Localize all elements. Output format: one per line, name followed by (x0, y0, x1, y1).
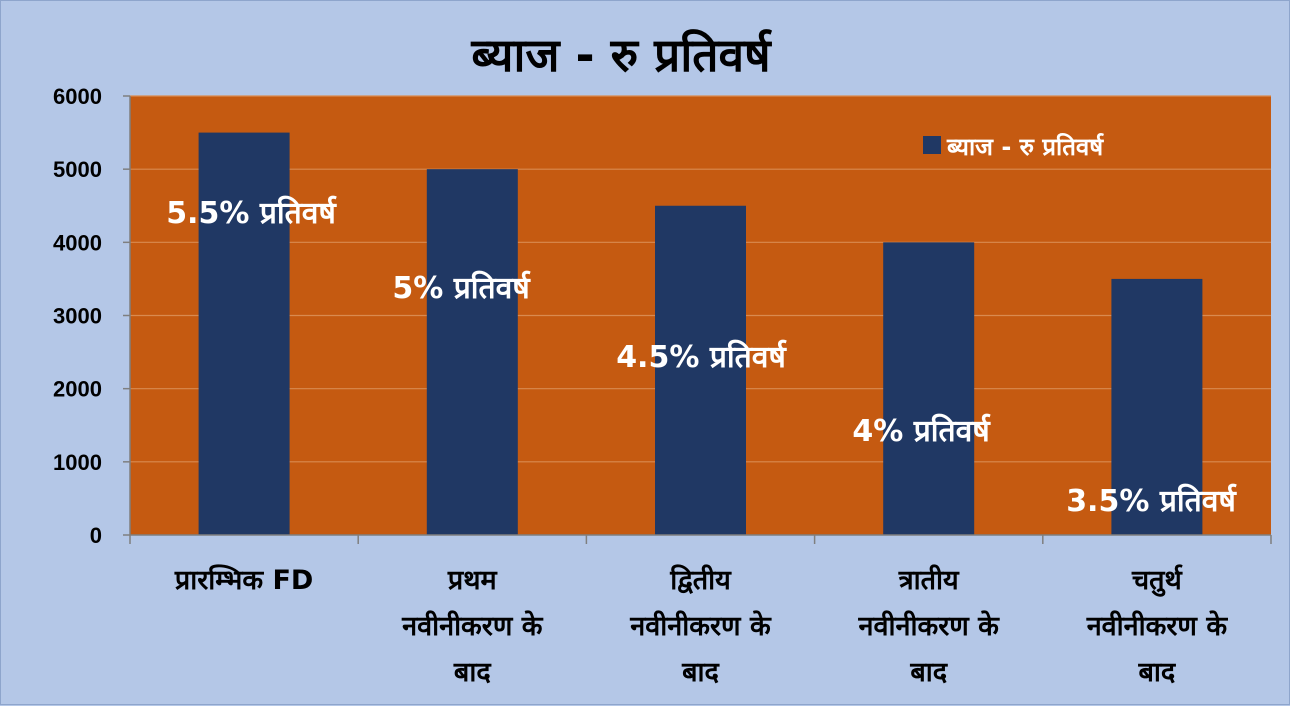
data-label: 5.5% प्रतिवर्ष (166, 195, 337, 231)
x-tick-label: द्वितीय नवीनीकरण के बाद (629, 564, 772, 688)
y-tick-label: 0 (90, 523, 102, 548)
y-tick-label: 2000 (53, 377, 102, 402)
axes (129, 96, 1272, 544)
legend-swatch (923, 136, 941, 154)
x-tick-label: त्रातीय नवीनीकरण के बाद (857, 564, 1000, 688)
y-tick-label: 3000 (53, 304, 102, 329)
data-label: 5% प्रतिवर्ष (392, 270, 531, 306)
y-tick-label: 6000 (53, 84, 102, 109)
bar (655, 205, 746, 535)
data-label: 4.5% प्रतिवर्ष (616, 339, 787, 375)
bar (426, 169, 518, 535)
bars (198, 132, 1203, 536)
x-tick-label: प्रारम्भिक FD (174, 564, 313, 596)
chart-title: ब्याज - रु प्रतिवर्ष (470, 28, 772, 82)
x-axis-tick-labels: प्रारम्भिक FD प्रथम नवीनीकरण के बाद द्वितीय न… (174, 564, 1228, 688)
x-tick-label: प्रथम नवीनीकरण के बाद (401, 565, 544, 688)
legend: ब्याज - रु प्रतिवर्ष (923, 133, 1104, 161)
x-tick-label: चतुर्थ नवीनीकरण के बाद (1086, 564, 1229, 688)
bar (198, 132, 290, 536)
data-labels: 5.5% प्रतिवर्ष 5% प्रतिवर्ष 4.5% प्रतिवर्ष… (166, 195, 1237, 519)
y-tick-label: 4000 (53, 230, 102, 255)
y-tick-label: 1000 (53, 450, 102, 475)
data-label: 3.5% प्रतिवर्ष (1066, 483, 1237, 519)
data-label: 4% प्रतिवर्ष (852, 413, 991, 449)
legend-label: ब्याज - रु प्रतिवर्ष (946, 133, 1104, 161)
bar (883, 242, 975, 536)
y-axis-tick-labels: 0 1000 2000 3000 4000 5000 6000 (53, 84, 102, 548)
bar (1111, 278, 1203, 535)
y-tick-label: 5000 (53, 157, 102, 182)
